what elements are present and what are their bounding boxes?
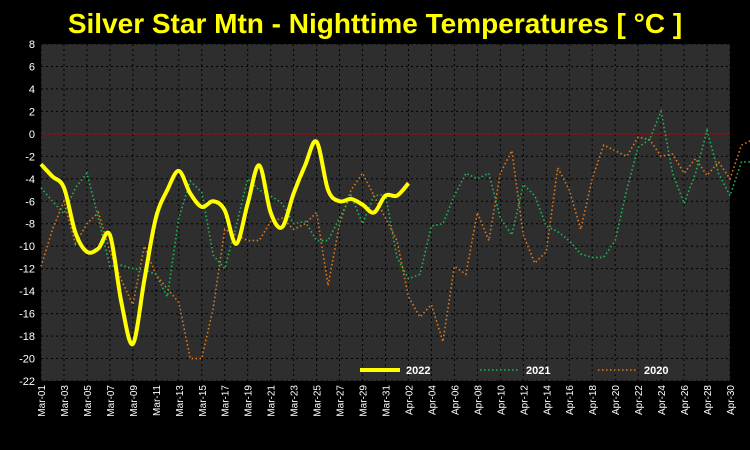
x-tick-label: Apr-30 — [726, 385, 737, 415]
x-tick-label: Apr-12 — [519, 385, 530, 415]
x-tick-label: Apr-14 — [542, 385, 553, 415]
y-tick-label: -10 — [19, 241, 35, 253]
x-tick-label: Apr-08 — [473, 385, 484, 415]
x-tick-label: Mar-15 — [198, 385, 209, 417]
x-tick-label: Mar-03 — [60, 385, 71, 417]
x-axis-ticks: Mar-01 Mar-03 Mar-05 Mar-07 Mar-09 Mar-11 Mar-… — [37, 385, 737, 417]
x-tick-label: Mar-01 — [37, 385, 48, 417]
chart-title: Silver Star Mtn - Nighttime Temperatures… — [67, 8, 683, 39]
y-tick-label: -6 — [25, 196, 35, 208]
x-tick-label: Mar-29 — [359, 385, 370, 417]
x-tick-label: Apr-26 — [680, 385, 691, 415]
x-tick-label: Mar-11 — [152, 385, 163, 416]
x-tick-label: Mar-31 — [382, 385, 393, 417]
y-tick-label: -14 — [19, 286, 35, 298]
x-tick-label: Mar-05 — [83, 385, 94, 417]
x-tick-label: Mar-21 — [267, 385, 278, 417]
x-tick-label: Apr-06 — [450, 385, 461, 415]
x-tick-label: Mar-27 — [336, 385, 347, 417]
x-tick-label: Mar-23 — [290, 385, 301, 417]
grid-lines — [40, 43, 731, 382]
y-tick-label: -4 — [25, 174, 35, 186]
x-tick-label: Apr-10 — [496, 385, 507, 415]
series-line-2021 — [40, 108, 750, 300]
y-tick-label: -20 — [19, 354, 35, 366]
y-tick-label: 0 — [29, 129, 35, 141]
y-tick-label: -12 — [19, 264, 35, 276]
x-tick-label: Apr-28 — [703, 385, 714, 415]
x-tick-label: Apr-24 — [657, 385, 668, 415]
y-axis-ticks: 8 6 4 2 0 -2 -4 -6 -8 -10 -12 -14 -16 -18 -20 -22 — [19, 39, 35, 388]
x-tick-label: Apr-16 — [565, 385, 576, 415]
x-tick-label: Mar-13 — [175, 385, 186, 417]
x-tick-label: Mar-25 — [313, 385, 324, 417]
y-tick-label: -22 — [19, 376, 35, 388]
y-tick-label: 8 — [29, 39, 35, 51]
legend-label-2022: 2022 — [406, 365, 430, 377]
y-tick-label: -16 — [19, 309, 35, 321]
y-tick-label: 6 — [29, 61, 35, 73]
x-tick-label: Apr-22 — [634, 385, 645, 415]
x-tick-label: Apr-02 — [404, 385, 415, 415]
legend: 2022 2021 2020 — [360, 365, 668, 377]
y-tick-label: 2 — [29, 106, 35, 118]
y-tick-label: -2 — [25, 151, 35, 163]
y-tick-label: 4 — [29, 84, 35, 96]
x-tick-label: Mar-19 — [244, 385, 255, 417]
legend-label-2020: 2020 — [644, 365, 668, 377]
y-tick-label: -18 — [19, 331, 35, 343]
x-tick-label: Mar-09 — [129, 385, 140, 417]
x-tick-label: Mar-17 — [221, 385, 232, 417]
x-tick-label: Apr-04 — [427, 385, 438, 415]
x-tick-label: Mar-07 — [106, 385, 117, 417]
legend-label-2021: 2021 — [526, 365, 550, 377]
x-tick-label: Apr-20 — [611, 385, 622, 415]
y-tick-label: -8 — [25, 219, 35, 231]
x-tick-label: Apr-18 — [588, 385, 599, 415]
series-line-2022 — [39, 139, 410, 346]
series-lines — [39, 108, 750, 360]
